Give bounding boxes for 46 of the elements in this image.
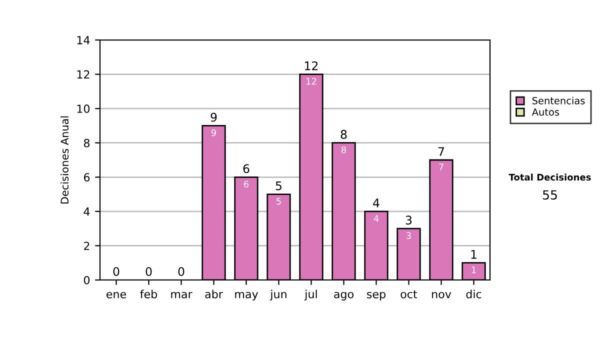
x-tick-label: nov bbox=[432, 292, 452, 298]
x-tick-label: mar bbox=[171, 292, 192, 298]
x-tick-label: ago bbox=[334, 292, 354, 300]
data-label: 4 bbox=[374, 215, 379, 222]
x-tick-label: jun bbox=[270, 290, 286, 300]
x-tick-label: ene bbox=[106, 292, 126, 298]
y-tick-label: 0 bbox=[84, 276, 90, 284]
total-label: 3 bbox=[406, 216, 412, 225]
x-tick-label: abr bbox=[205, 290, 223, 298]
text: 55 bbox=[543, 190, 557, 200]
total-label: 7 bbox=[438, 147, 444, 156]
x-tick-label: may bbox=[235, 292, 258, 300]
y-tick-label: 6 bbox=[84, 173, 90, 182]
y-tick-label: 14 bbox=[77, 36, 90, 44]
x-tick-label: feb bbox=[140, 290, 158, 298]
data-label: 6 bbox=[244, 180, 249, 188]
x-tick-label: dic bbox=[466, 290, 482, 298]
total-label: 8 bbox=[340, 130, 347, 139]
total-label: 1 bbox=[471, 250, 476, 259]
y-tick-label: 4 bbox=[84, 208, 90, 216]
legend-label: Autos bbox=[532, 108, 560, 116]
y-tick-label: 12 bbox=[77, 70, 90, 79]
text: Total Decisiones bbox=[508, 174, 591, 181]
y-tick-label: 10 bbox=[77, 104, 90, 113]
legend-label: Sentencias bbox=[532, 96, 585, 104]
x-tick-label: jul bbox=[304, 290, 317, 300]
total-label: 5 bbox=[276, 182, 282, 190]
total-label: 9 bbox=[210, 112, 217, 122]
y-tick-label: 2 bbox=[84, 242, 90, 250]
data-label: 1 bbox=[472, 266, 476, 274]
total-label: 12 bbox=[305, 61, 318, 70]
y-axis-title: Decisiones Anual bbox=[60, 116, 69, 204]
x-tick-label: sep bbox=[367, 292, 386, 300]
data-label: 5 bbox=[276, 198, 281, 205]
data-label: 12 bbox=[306, 78, 316, 85]
data-label: 7 bbox=[439, 164, 444, 170]
y-tick-label: 8 bbox=[84, 138, 90, 148]
total-label: 0 bbox=[178, 267, 184, 276]
data-label: 8 bbox=[341, 146, 346, 154]
data-label: 9 bbox=[211, 129, 216, 136]
total-label: 6 bbox=[243, 164, 250, 174]
total-label: 0 bbox=[146, 267, 152, 276]
total-label: 0 bbox=[113, 267, 120, 276]
total-label: 4 bbox=[373, 198, 380, 208]
x-tick-label: oct bbox=[400, 290, 418, 298]
data-label: 3 bbox=[406, 232, 411, 239]
